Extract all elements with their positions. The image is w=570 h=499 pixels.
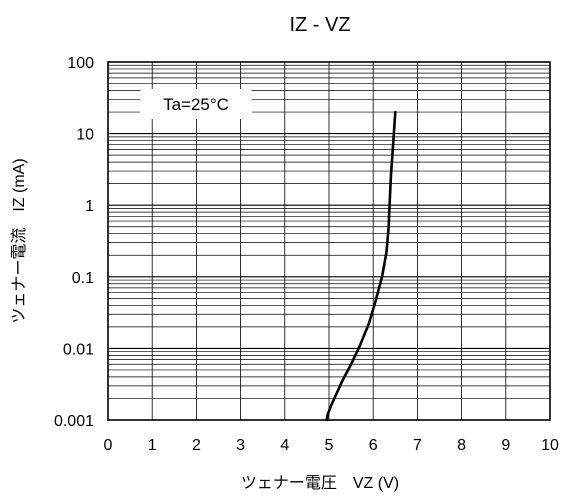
x-tick-label: 9 (501, 437, 510, 454)
x-tick-label: 10 (541, 437, 559, 454)
y-tick-label: 10 (76, 127, 94, 144)
plot-frame (107, 61, 551, 421)
chart-title: IZ - VZ (289, 14, 350, 36)
annotation-label: Ta=25°C (163, 95, 229, 114)
x-tick-label: 1 (148, 437, 157, 454)
x-tick-label: 7 (413, 437, 422, 454)
x-tick-label: 2 (192, 437, 201, 454)
series-line-0 (325, 110, 397, 422)
x-tick-label: 6 (369, 437, 378, 454)
tick-labels: 0 1 2 3 4 5 6 7 8 9 10 0.001 0.01 0.1 1 10 100 (54, 55, 559, 454)
x-tick-label: 3 (236, 437, 245, 454)
y-tick-label: 1 (85, 198, 94, 215)
x-tick-label: 5 (325, 437, 334, 454)
x-tick-label: 0 (104, 437, 113, 454)
annotation-box (140, 89, 252, 119)
y-tick-label: 0.1 (72, 270, 94, 287)
x-axis-label: ツェナー電圧 VZ (V) (241, 475, 399, 492)
x-tick-label: 8 (457, 437, 466, 454)
y-tick-label: 0.001 (54, 413, 94, 430)
x-tick-label: 4 (280, 437, 289, 454)
y-tick-label: 0.01 (63, 341, 94, 358)
y-axis-label: ツェナー電流 IZ (mA) (10, 158, 28, 323)
series-layer (325, 110, 397, 422)
annotation: Ta=25°C (140, 89, 252, 119)
y-tick-label: 100 (67, 55, 94, 72)
grid-layer (108, 62, 550, 420)
